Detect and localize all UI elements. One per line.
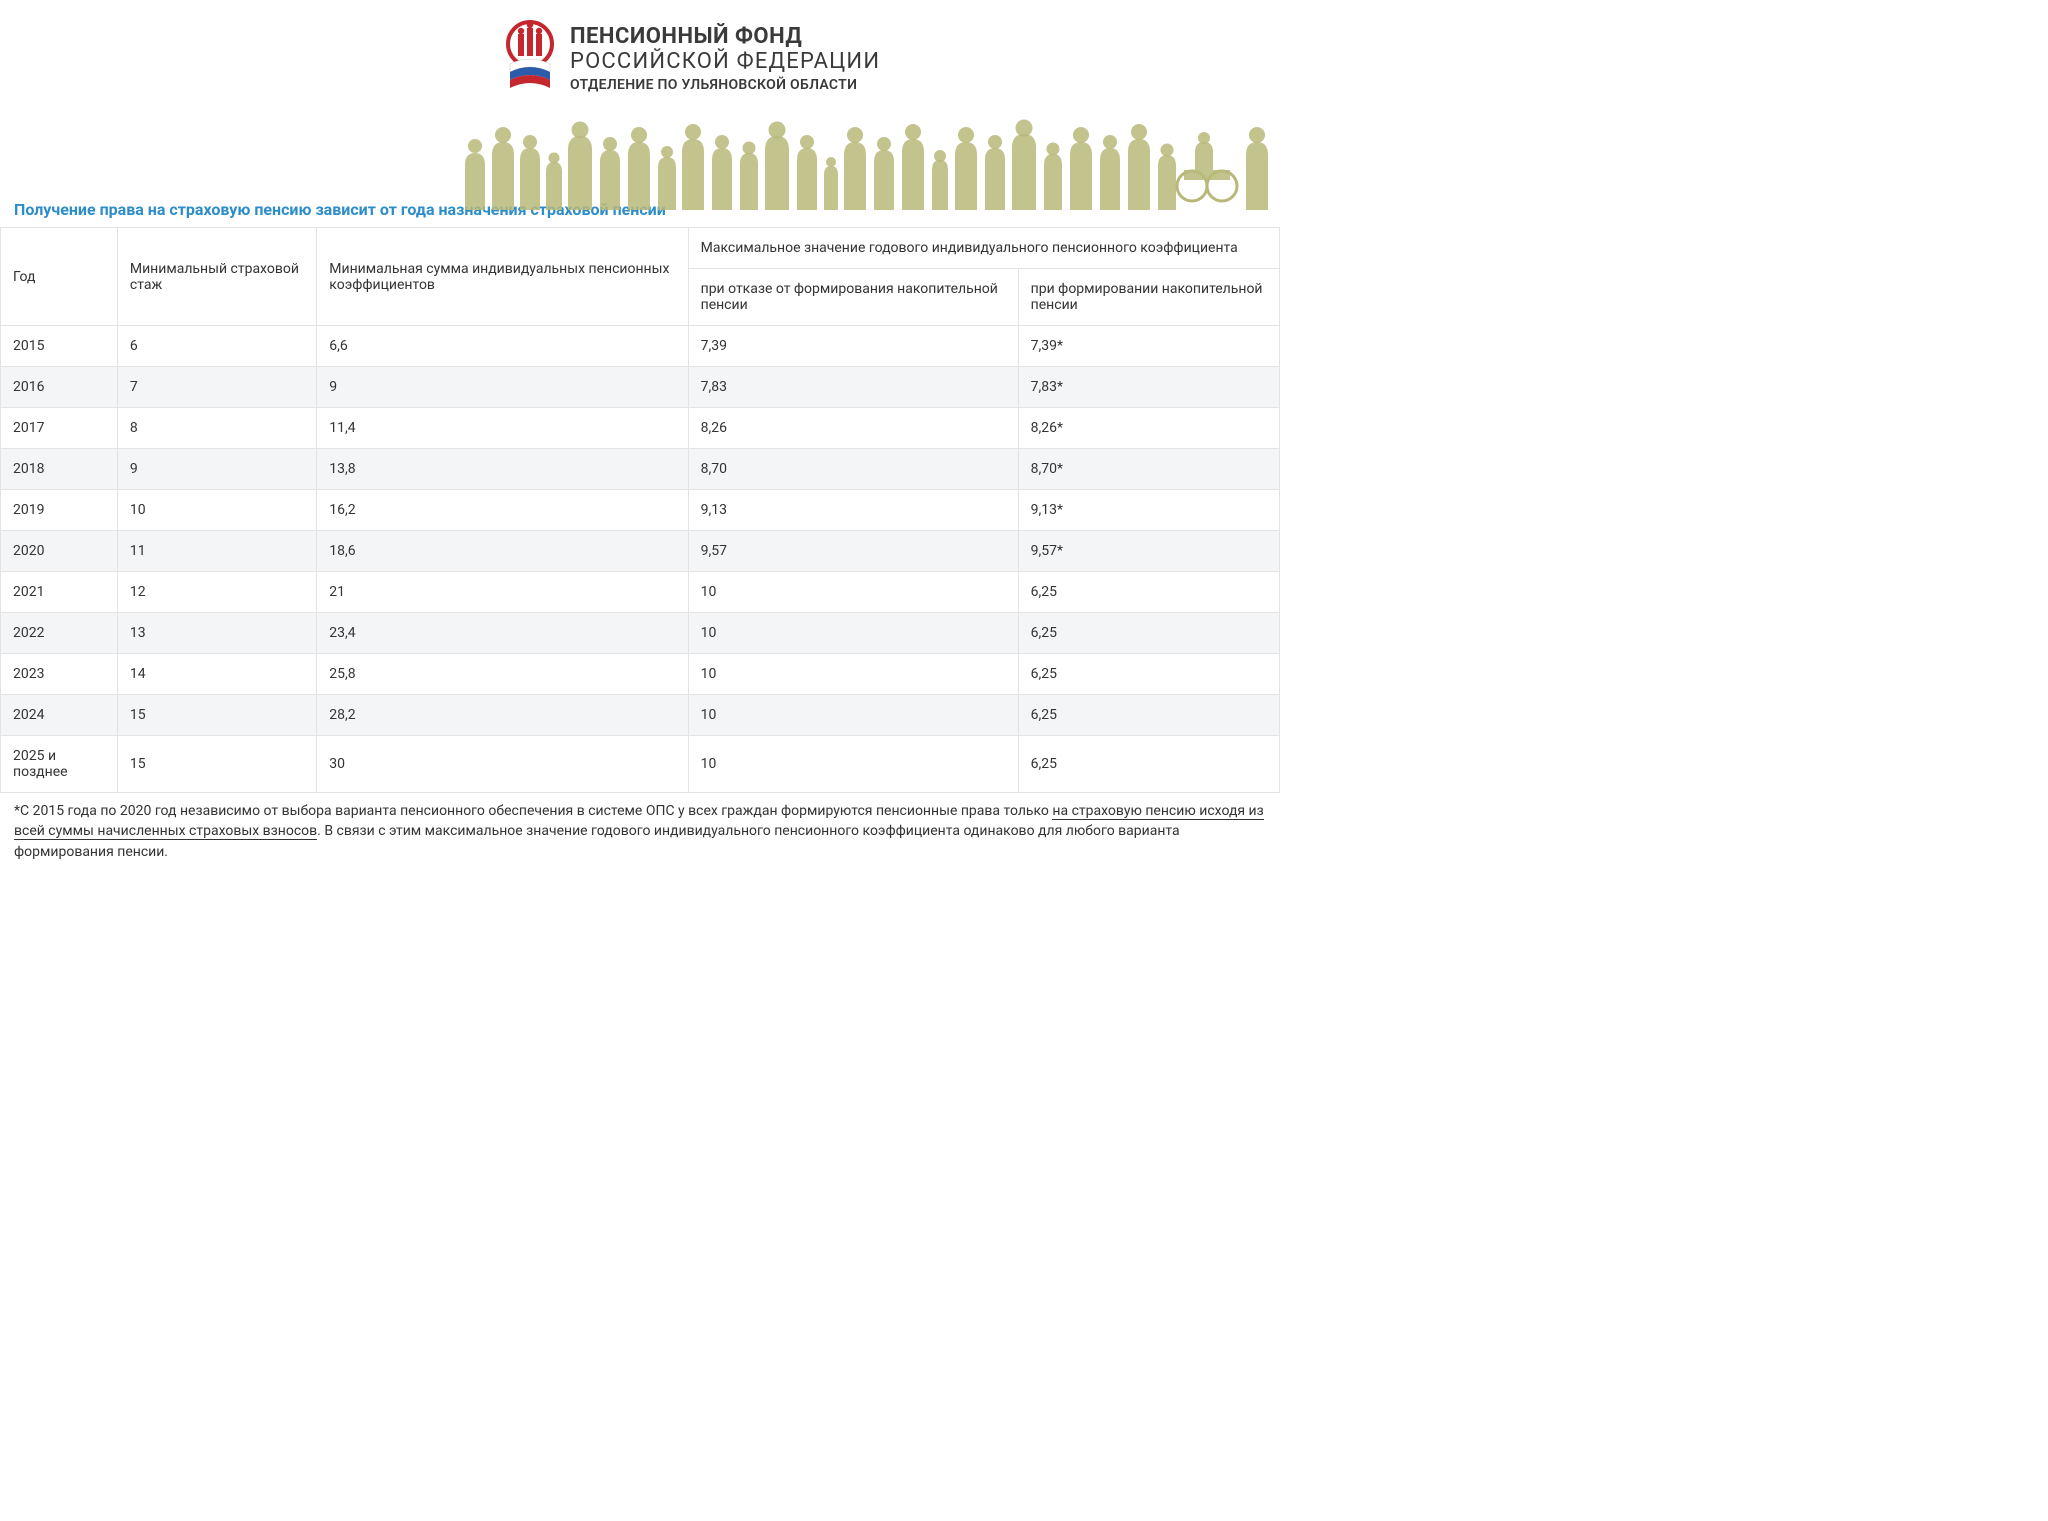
cell-year: 2020 [1,531,118,572]
cell-year: 2018 [1,449,118,490]
cell-year: 2021 [1,572,118,613]
cell-stazh: 11 [117,531,316,572]
cell-refuse: 10 [688,695,1018,736]
cell-form: 9,13* [1018,490,1279,531]
col-max-refuse: при отказе от формирования накопительной… [688,269,1018,326]
cell-year: 2023 [1,654,118,695]
table-row: 20191016,29,139,13* [1,490,1280,531]
cell-year: 2019 [1,490,118,531]
cell-refuse: 8,70 [688,449,1018,490]
cell-refuse: 9,57 [688,531,1018,572]
cell-refuse: 10 [688,654,1018,695]
logo-block: ПЕНСИОННЫЙ ФОНД РОССИЙСКОЙ ФЕДЕРАЦИИ ОТД… [500,20,880,95]
col-max: Максимальное значение годового индивидуа… [688,228,1279,269]
cell-stazh: 10 [117,490,316,531]
cell-form: 6,25 [1018,695,1279,736]
table-row: 20211221106,25 [1,572,1280,613]
cell-coef: 23,4 [317,613,688,654]
cell-year: 2015 [1,326,118,367]
cell-form: 6,25 [1018,613,1279,654]
cell-stazh: 7 [117,367,316,408]
cell-stazh: 12 [117,572,316,613]
cell-year: 2024 [1,695,118,736]
cell-refuse: 7,83 [688,367,1018,408]
cell-refuse: 9,13 [688,490,1018,531]
cell-refuse: 10 [688,736,1018,793]
table-row: 20201118,69,579,57* [1,531,1280,572]
cell-form: 7,83* [1018,367,1279,408]
cell-stazh: 6 [117,326,316,367]
cell-refuse: 10 [688,572,1018,613]
cell-year: 2025 и позднее [1,736,118,793]
cell-coef: 9 [317,367,688,408]
cell-coef: 21 [317,572,688,613]
table-row: 2016797,837,83* [1,367,1280,408]
table-row: 20231425,8106,25 [1,654,1280,695]
cell-stazh: 9 [117,449,316,490]
cell-coef: 25,8 [317,654,688,695]
table-row: 201566,67,397,39* [1,326,1280,367]
table-row: 2025 и позднее1530106,25 [1,736,1280,793]
cell-coef: 11,4 [317,408,688,449]
cell-stazh: 8 [117,408,316,449]
cell-stazh: 13 [117,613,316,654]
header-area: ПЕНСИОННЫЙ ФОНД РОССИЙСКОЙ ФЕДЕРАЦИИ ОТД… [0,0,1280,210]
logo-title-1: ПЕНСИОННЫЙ ФОНД [570,24,880,49]
cell-stazh: 14 [117,654,316,695]
pension-table: Год Минимальный страховой стаж Минимальн… [0,227,1280,793]
cell-year: 2017 [1,408,118,449]
col-coef: Минимальная сумма индивидуальных пенсион… [317,228,688,326]
table-row: 2017811,48,268,26* [1,408,1280,449]
table-row: 20221323,4106,25 [1,613,1280,654]
cell-form: 8,26* [1018,408,1279,449]
col-year: Год [1,228,118,326]
cell-coef: 28,2 [317,695,688,736]
table-row: 20241528,2106,25 [1,695,1280,736]
col-stazh: Минимальный страховой стаж [117,228,316,326]
cell-stazh: 15 [117,695,316,736]
cell-form: 8,70* [1018,449,1279,490]
col-max-form: при формировании накопительной пенсии [1018,269,1279,326]
cell-refuse: 10 [688,613,1018,654]
table-head: Год Минимальный страховой стаж Минимальн… [1,228,1280,326]
cell-refuse: 8,26 [688,408,1018,449]
cell-coef: 6,6 [317,326,688,367]
cell-form: 7,39* [1018,326,1279,367]
logo-text: ПЕНСИОННЫЙ ФОНД РОССИЙСКОЙ ФЕДЕРАЦИИ ОТД… [570,20,880,93]
cell-form: 9,57* [1018,531,1279,572]
cell-coef: 13,8 [317,449,688,490]
cell-refuse: 7,39 [688,326,1018,367]
cell-coef: 18,6 [317,531,688,572]
cell-year: 2022 [1,613,118,654]
footnote-lead: *С 2015 года по 2020 год независимо от в… [14,803,1052,819]
people-silhouettes-graphic [460,110,1280,210]
cell-stazh: 15 [117,736,316,793]
cell-coef: 30 [317,736,688,793]
cell-form: 6,25 [1018,572,1279,613]
cell-coef: 16,2 [317,490,688,531]
cell-form: 6,25 [1018,654,1279,695]
cell-year: 2016 [1,367,118,408]
logo-title-2: РОССИЙСКОЙ ФЕДЕРАЦИИ [570,49,880,74]
footnote: *С 2015 года по 2020 год независимо от в… [0,793,1280,876]
logo-subtitle: ОТДЕЛЕНИЕ ПО УЛЬЯНОВСКОЙ ОБЛАСТИ [570,77,880,93]
table-row: 2018913,88,708,70* [1,449,1280,490]
pfr-logo-icon [500,20,560,95]
table-body: 201566,67,397,39*2016797,837,83*2017811,… [1,326,1280,793]
cell-form: 6,25 [1018,736,1279,793]
